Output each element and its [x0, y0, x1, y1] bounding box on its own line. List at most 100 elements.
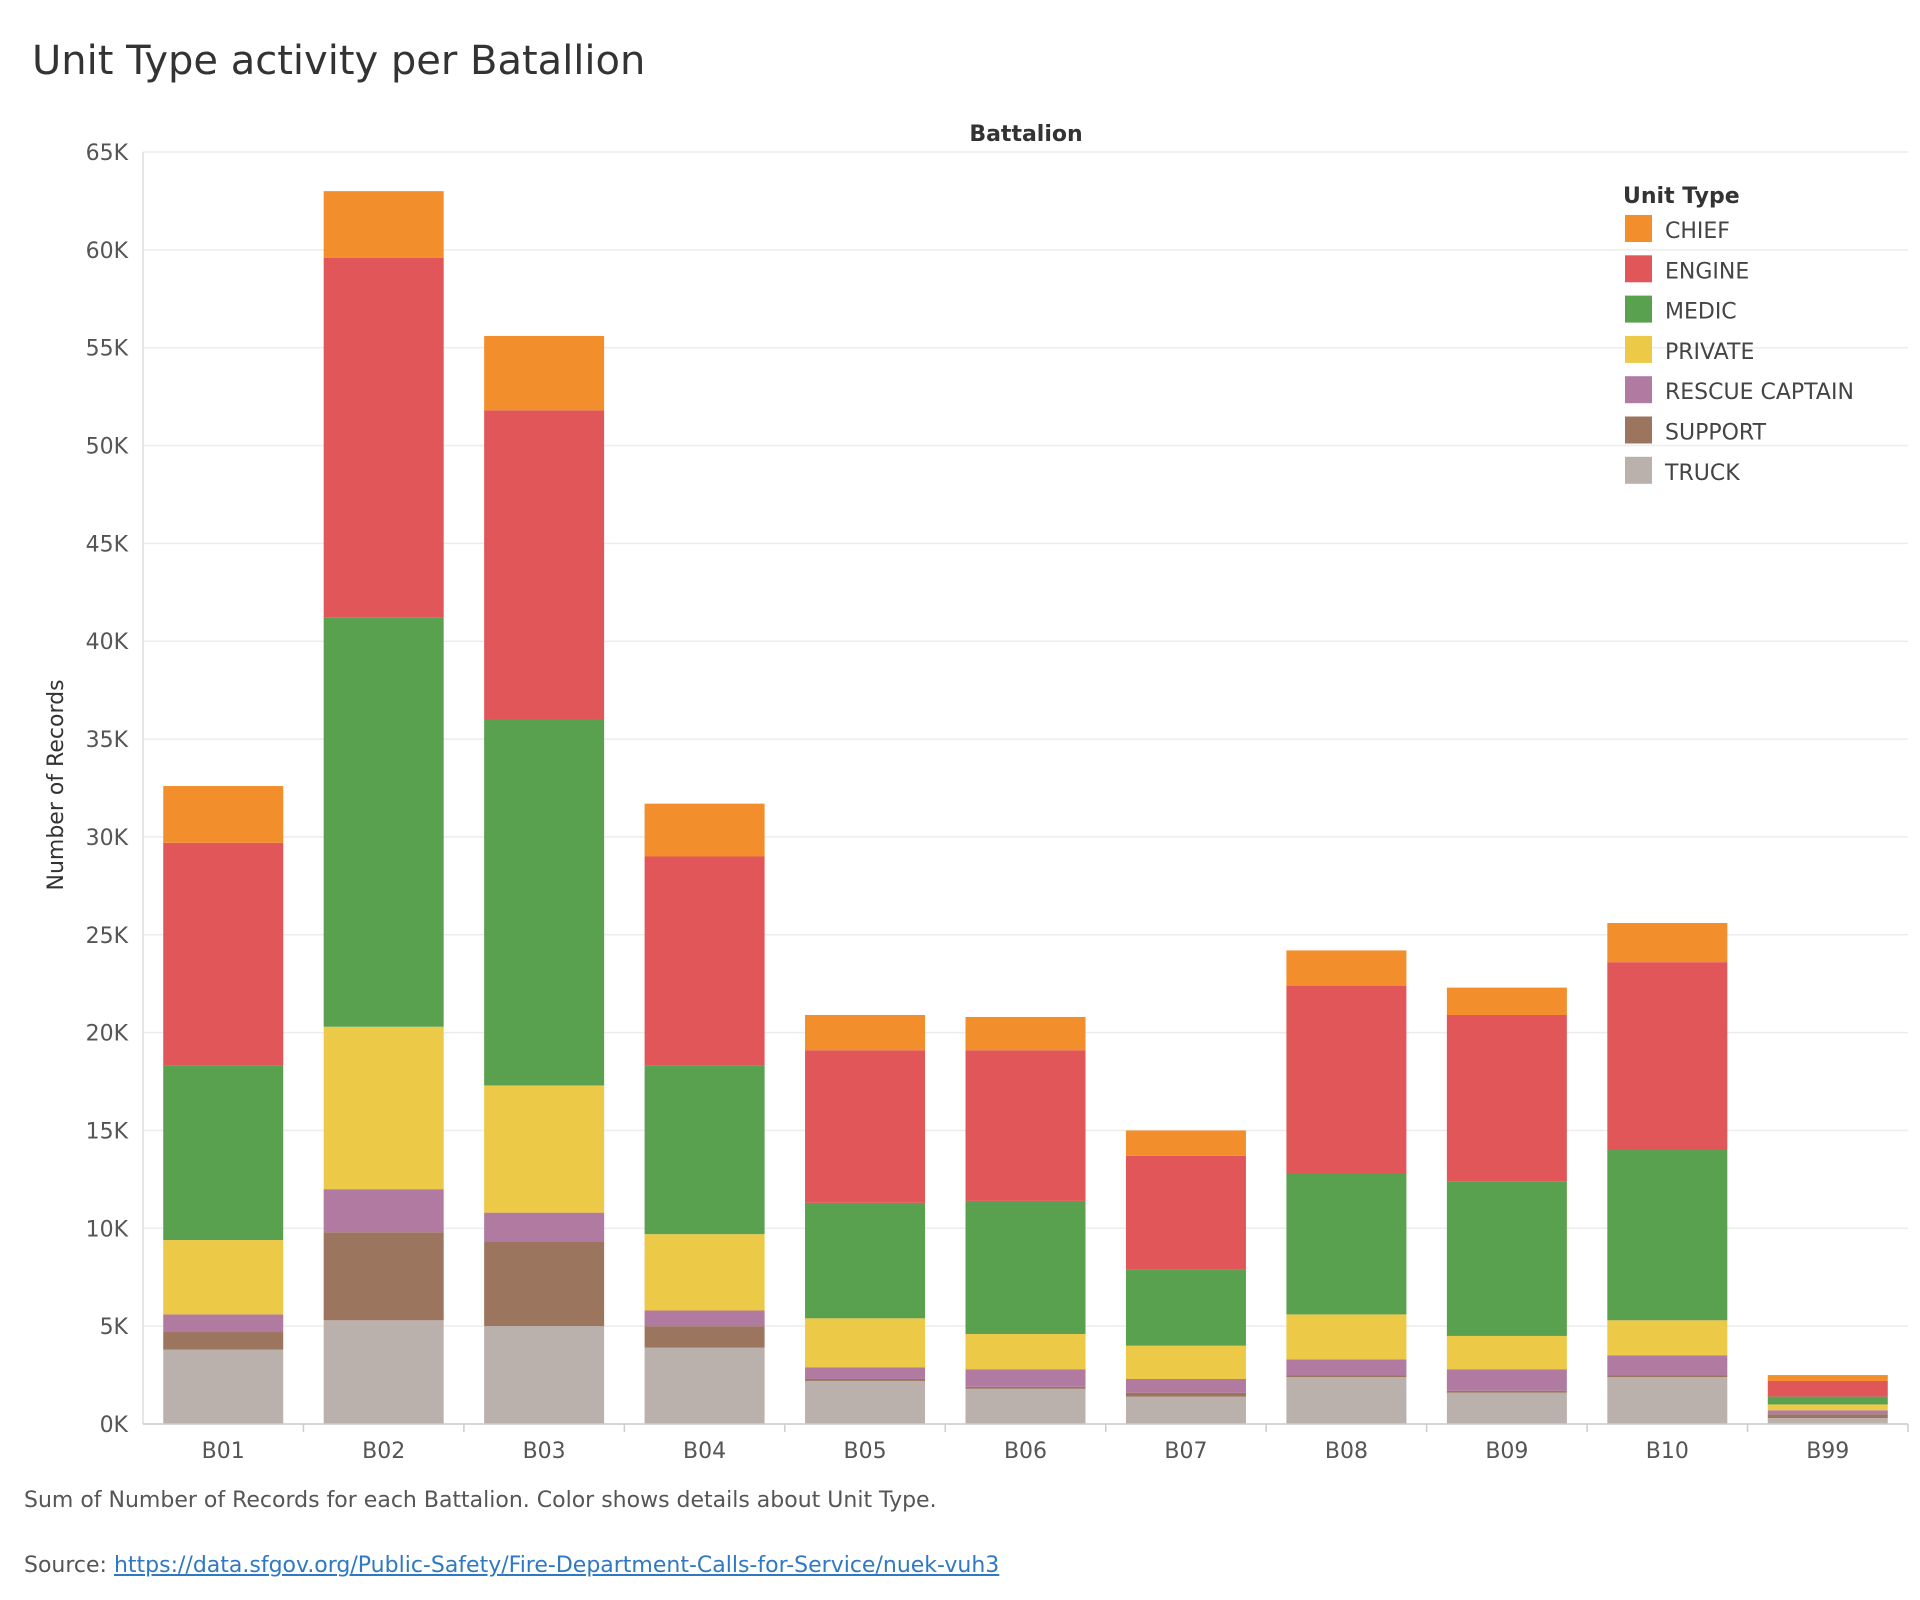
bar-segment-b03-rescue-captain[interactable]	[484, 1212, 605, 1243]
bar-segment-b03-truck[interactable]	[484, 1326, 605, 1424]
bar-segment-b01-support[interactable]	[163, 1332, 284, 1350]
legend-swatch-truck	[1625, 456, 1652, 484]
x-tick-label: B10	[1646, 1439, 1689, 1464]
bar-segment-b08-truck[interactable]	[1286, 1377, 1407, 1424]
bar-segment-b99-medic[interactable]	[1767, 1396, 1888, 1405]
bar-segment-b07-private[interactable]	[1125, 1345, 1246, 1379]
bar-segment-b08-private[interactable]	[1286, 1314, 1407, 1360]
legend-swatch-chief	[1625, 215, 1652, 242]
bar-segment-b02-private[interactable]	[323, 1026, 444, 1190]
bar-segment-b02-engine[interactable]	[323, 257, 444, 618]
bar-segment-b10-rescue-captain[interactable]	[1607, 1355, 1728, 1376]
bar-segment-b08-engine[interactable]	[1286, 985, 1407, 1174]
y-tick-label: 5K	[100, 1315, 129, 1340]
bar-segment-b10-engine[interactable]	[1607, 962, 1728, 1151]
chart-title: Unit Type activity per Batallion	[32, 38, 646, 84]
source-link[interactable]: https://data.sfgov.org/Public-Safety/Fir…	[113, 1553, 1000, 1578]
y-tick-label: 40K	[86, 630, 129, 655]
y-tick-label: 30K	[86, 826, 129, 851]
bar-segment-b07-medic[interactable]	[1125, 1269, 1246, 1346]
bar-segment-b06-chief[interactable]	[965, 1016, 1086, 1051]
bar-segment-b04-private[interactable]	[644, 1234, 765, 1311]
bar-segment-b10-medic[interactable]	[1607, 1150, 1728, 1321]
bar-segment-b06-private[interactable]	[965, 1333, 1086, 1370]
legend-label: PRIVATE	[1665, 340, 1754, 365]
bar-segment-b04-support[interactable]	[644, 1326, 765, 1348]
bar-segment-b01-medic[interactable]	[163, 1065, 284, 1241]
bar-segment-b04-rescue-captain[interactable]	[644, 1310, 765, 1327]
source-line: Source: https://data.sfgov.org/Public-Sa…	[24, 1553, 999, 1578]
bar-segment-b06-engine[interactable]	[965, 1050, 1086, 1201]
bar-segment-b05-truck[interactable]	[805, 1380, 926, 1424]
x-tick-label: B09	[1485, 1439, 1528, 1464]
legend-label: SUPPORT	[1665, 421, 1767, 446]
x-tick-label: B05	[843, 1439, 886, 1464]
x-tick-label: B02	[362, 1439, 405, 1464]
bar-segment-b04-chief[interactable]	[644, 803, 765, 857]
bar-segment-b05-rescue-captain[interactable]	[805, 1367, 926, 1379]
bar-segment-b10-chief[interactable]	[1607, 923, 1728, 963]
bar-segment-b05-private[interactable]	[805, 1318, 926, 1368]
bar-segment-b03-medic[interactable]	[484, 719, 605, 1086]
legend-swatch-engine	[1625, 255, 1652, 283]
bar-segment-b09-private[interactable]	[1446, 1335, 1567, 1370]
y-tick-label: 25K	[86, 924, 129, 949]
bar-segment-b03-engine[interactable]	[484, 410, 605, 720]
x-tick-label: B07	[1164, 1439, 1207, 1464]
bar-segment-b99-rescue-captain[interactable]	[1767, 1410, 1888, 1415]
legend-swatch-medic	[1625, 295, 1652, 323]
bar-segment-b10-support[interactable]	[1607, 1375, 1728, 1378]
bar-segment-b07-truck[interactable]	[1125, 1396, 1246, 1424]
bar-segment-b01-private[interactable]	[163, 1240, 284, 1315]
bar-segment-b02-medic[interactable]	[323, 617, 444, 1027]
bar-segment-b09-medic[interactable]	[1446, 1181, 1567, 1336]
bar-segment-b01-rescue-captain[interactable]	[163, 1314, 284, 1333]
bar-segment-b01-engine[interactable]	[163, 842, 284, 1066]
bar-segment-b02-support[interactable]	[323, 1232, 444, 1321]
bar-segment-b09-chief[interactable]	[1446, 987, 1567, 1016]
bar-segment-b06-rescue-captain[interactable]	[965, 1369, 1086, 1387]
x-tick-label: B01	[202, 1439, 245, 1464]
bar-segment-b02-rescue-captain[interactable]	[323, 1189, 444, 1233]
bar-segment-b03-private[interactable]	[484, 1085, 605, 1213]
bar-segment-b09-engine[interactable]	[1446, 1015, 1567, 1182]
bar-segment-b05-support[interactable]	[805, 1378, 926, 1381]
bar-segment-b08-chief[interactable]	[1286, 950, 1407, 986]
bar-segment-b99-support[interactable]	[1767, 1414, 1888, 1419]
bar-segment-b01-chief[interactable]	[163, 786, 284, 843]
bar-segment-b10-truck[interactable]	[1607, 1377, 1728, 1424]
bar-segment-b09-truck[interactable]	[1446, 1392, 1567, 1424]
bar-segment-b02-truck[interactable]	[323, 1320, 444, 1424]
bar-segment-b05-engine[interactable]	[805, 1050, 926, 1203]
bar-segment-b04-truck[interactable]	[644, 1347, 765, 1424]
bar-segment-b08-support[interactable]	[1286, 1375, 1407, 1378]
bar-segment-b99-engine[interactable]	[1767, 1380, 1888, 1397]
bar-segment-b07-engine[interactable]	[1125, 1155, 1246, 1270]
y-tick-label: 50K	[86, 435, 129, 460]
x-axis-title: Battalion	[969, 122, 1082, 147]
bar-segment-b07-chief[interactable]	[1125, 1130, 1246, 1156]
bar-segment-b05-chief[interactable]	[805, 1015, 926, 1051]
legend-label: ENGINE	[1665, 259, 1749, 284]
bar-segment-b09-support[interactable]	[1446, 1390, 1567, 1393]
bar-segment-b06-support[interactable]	[965, 1386, 1086, 1389]
bar-segment-b99-chief[interactable]	[1767, 1375, 1888, 1381]
bar-segment-b99-private[interactable]	[1767, 1404, 1888, 1411]
bar-segment-b03-support[interactable]	[484, 1242, 605, 1327]
bar-segment-b08-rescue-captain[interactable]	[1286, 1359, 1407, 1376]
bar-segment-b06-medic[interactable]	[965, 1200, 1086, 1334]
bar-segment-b07-support[interactable]	[1125, 1392, 1246, 1397]
bar-segment-b09-rescue-captain[interactable]	[1446, 1369, 1567, 1391]
bar-segment-b03-chief[interactable]	[484, 335, 605, 411]
bar-segment-b07-rescue-captain[interactable]	[1125, 1378, 1246, 1393]
legend-swatch-support	[1625, 416, 1652, 444]
bar-segment-b04-engine[interactable]	[644, 856, 765, 1066]
bar-segment-b04-medic[interactable]	[644, 1065, 765, 1235]
bar-segment-b08-medic[interactable]	[1286, 1173, 1407, 1315]
bar-segment-b02-chief[interactable]	[323, 191, 444, 258]
bar-segment-b05-medic[interactable]	[805, 1202, 926, 1319]
bar-segment-b10-private[interactable]	[1607, 1320, 1728, 1356]
bar-segment-b99-truck[interactable]	[1767, 1418, 1888, 1424]
bar-segment-b06-truck[interactable]	[965, 1388, 1086, 1424]
bar-segment-b01-truck[interactable]	[163, 1349, 284, 1424]
